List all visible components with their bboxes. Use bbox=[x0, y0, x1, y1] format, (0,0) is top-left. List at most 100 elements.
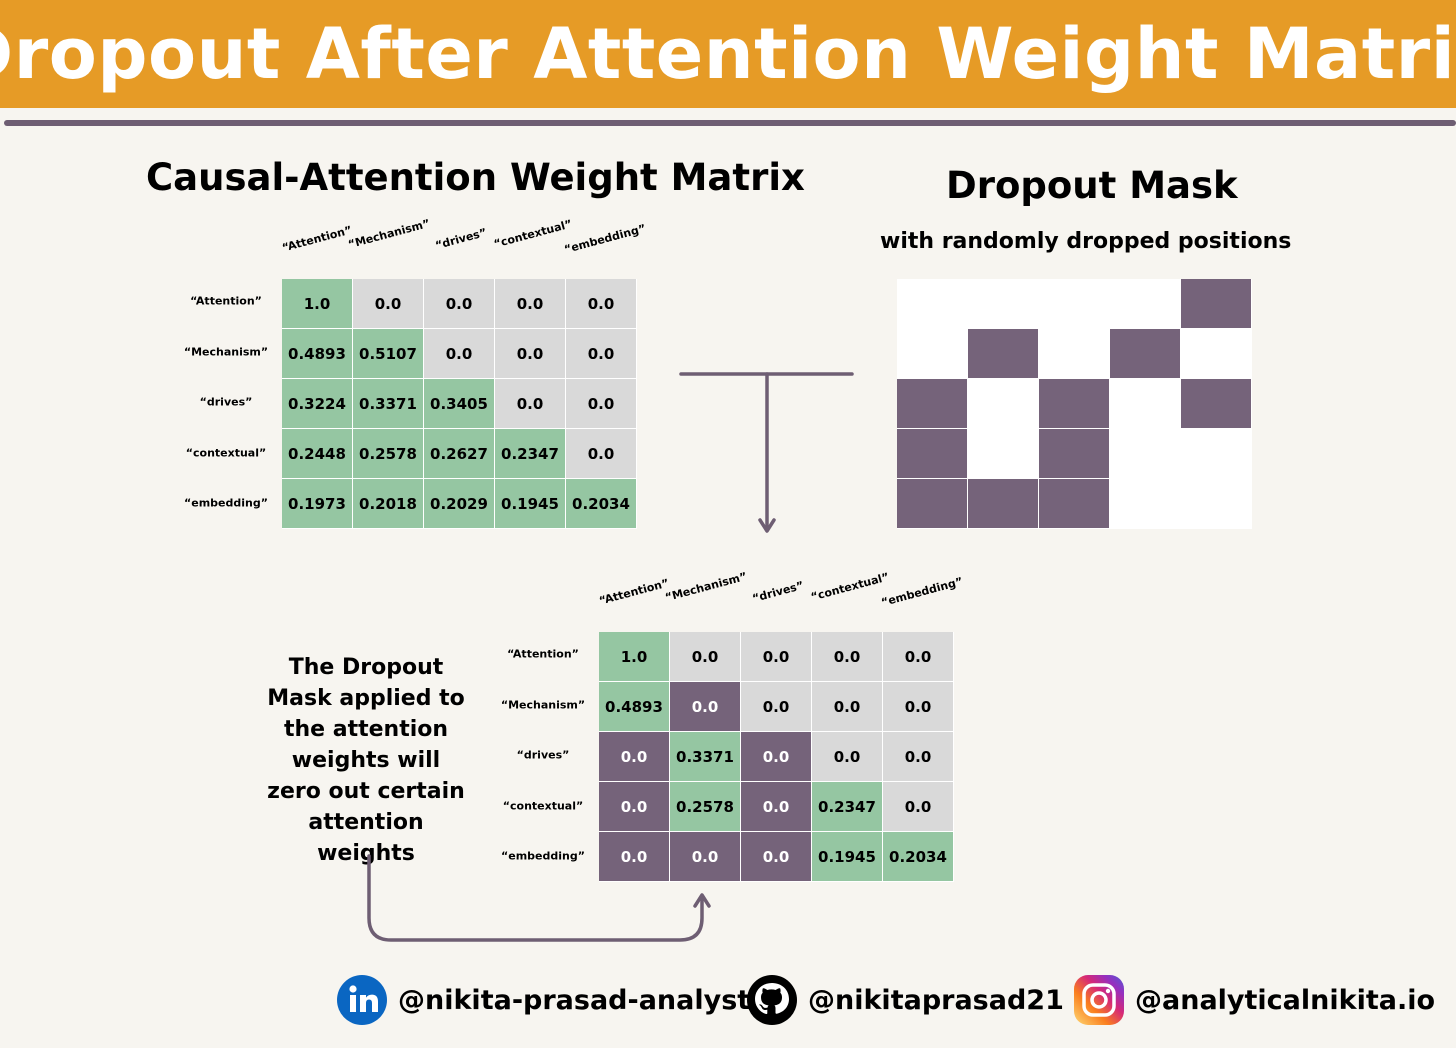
mask-cell-kept bbox=[1039, 279, 1110, 329]
weight-cell: 0.2627 bbox=[424, 429, 495, 479]
result-cell: 0.0 bbox=[812, 632, 883, 682]
result-cell: 0.0 bbox=[741, 782, 812, 832]
weight-cell: 0.0 bbox=[495, 379, 566, 429]
result-cell: 0.0 bbox=[741, 732, 812, 782]
mask-cell-kept bbox=[968, 279, 1039, 329]
mask-cell-dropped bbox=[968, 329, 1039, 379]
weight-cell: 0.2029 bbox=[424, 479, 495, 529]
result-cell: 0.0 bbox=[883, 732, 954, 782]
mask-cell-dropped bbox=[1039, 429, 1110, 479]
divider bbox=[4, 120, 1456, 126]
weight-cell: 1.0 bbox=[282, 279, 353, 329]
result-cell: 0.0 bbox=[670, 832, 741, 882]
social-github[interactable]: @nikitaprasad21 bbox=[746, 974, 1064, 1026]
mask-cell-dropped bbox=[968, 479, 1039, 529]
mask-cell-dropped bbox=[1110, 329, 1181, 379]
github-icon bbox=[747, 975, 797, 1025]
weight-cell: 0.3224 bbox=[282, 379, 353, 429]
result-cell: 0.0 bbox=[670, 632, 741, 682]
dropout-applied-matrix: 1.0 0.0 0.0 0.0 0.0 0.4893 0.0 0.0 0.0 0.0 0.0 0.33… bbox=[599, 632, 954, 882]
weight-cell: 0.0 bbox=[566, 379, 637, 429]
mask-cell-kept bbox=[1181, 479, 1252, 529]
weight-cell: 0.0 bbox=[566, 279, 637, 329]
result-cell: 0.1945 bbox=[812, 832, 883, 882]
instagram-icon bbox=[1074, 975, 1124, 1025]
mask-cell-kept bbox=[1110, 279, 1181, 329]
mask-title: Dropout Mask bbox=[946, 164, 1238, 207]
result-cell: 0.0 bbox=[883, 682, 954, 732]
result-cell: 0.0 bbox=[883, 782, 954, 832]
weight-cell: 0.0 bbox=[566, 429, 637, 479]
result-cell: 0.3371 bbox=[670, 732, 741, 782]
weight-cell: 0.5107 bbox=[353, 329, 424, 379]
result-cell: 1.0 bbox=[599, 632, 670, 682]
weight-cell: 0.0 bbox=[566, 329, 637, 379]
row-label: “embedding” bbox=[501, 849, 585, 863]
result-cell: 0.2034 bbox=[883, 832, 954, 882]
row-label: “Attention” bbox=[190, 294, 262, 308]
result-cell: 0.2347 bbox=[812, 782, 883, 832]
causal-attention-matrix: 1.0 0.0 0.0 0.0 0.0 0.4893 0.5107 0.0 0.0 0.0 0.32… bbox=[282, 279, 637, 529]
row-label: “contextual” bbox=[185, 446, 267, 459]
result-cell: 0.0 bbox=[741, 632, 812, 682]
result-cell: 0.0 bbox=[812, 682, 883, 732]
social-instagram[interactable]: @analyticalnikita.io bbox=[1073, 974, 1435, 1026]
mask-cell-dropped bbox=[1181, 379, 1252, 429]
result-cell: 0.0 bbox=[741, 832, 812, 882]
mask-subtitle: with randomly dropped positions bbox=[880, 229, 1292, 254]
mask-cell-dropped bbox=[1039, 379, 1110, 429]
weight-cell: 0.0 bbox=[424, 329, 495, 379]
result-cell: 0.0 bbox=[883, 632, 954, 682]
row-label: “Mechanism” bbox=[500, 698, 586, 711]
github-handle: @nikitaprasad21 bbox=[808, 984, 1064, 1016]
mask-cell-kept bbox=[1110, 429, 1181, 479]
mask-cell-kept bbox=[897, 329, 968, 379]
weight-cell: 0.2034 bbox=[566, 479, 637, 529]
weight-cell: 0.4893 bbox=[282, 329, 353, 379]
weight-cell: 0.0 bbox=[495, 329, 566, 379]
result-cell: 0.0 bbox=[599, 832, 670, 882]
linkedin-icon bbox=[337, 975, 387, 1025]
result-cell: 0.0 bbox=[599, 782, 670, 832]
result-cell: 0.2578 bbox=[670, 782, 741, 832]
result-cell: 0.0 bbox=[599, 732, 670, 782]
social-linkedin[interactable]: @nikita-prasad-analyst bbox=[336, 974, 750, 1026]
mask-cell-kept bbox=[897, 279, 968, 329]
weight-cell: 0.0 bbox=[424, 279, 495, 329]
row-label: “drives” bbox=[516, 748, 570, 762]
result-cell: 0.0 bbox=[741, 682, 812, 732]
weight-cell: 0.1973 bbox=[282, 479, 353, 529]
row-label: “embedding” bbox=[184, 496, 268, 510]
up-arrow-head bbox=[693, 893, 711, 908]
weight-cell: 0.2448 bbox=[282, 429, 353, 479]
mask-cell-kept bbox=[968, 429, 1039, 479]
mask-cell-dropped bbox=[1181, 279, 1252, 329]
mask-cell-dropped bbox=[897, 429, 968, 479]
result-cell: 0.0 bbox=[812, 732, 883, 782]
weight-cell: 0.0 bbox=[353, 279, 424, 329]
mask-cell-kept bbox=[1039, 329, 1110, 379]
result-cell: 0.0 bbox=[670, 682, 741, 732]
mask-cell-kept bbox=[1110, 379, 1181, 429]
weight-cell: 0.2347 bbox=[495, 429, 566, 479]
weight-cell: 0.3405 bbox=[424, 379, 495, 429]
mask-cell-dropped bbox=[897, 479, 968, 529]
weight-cell: 0.2578 bbox=[353, 429, 424, 479]
curved-arrow bbox=[367, 854, 704, 942]
weight-cell: 0.1945 bbox=[495, 479, 566, 529]
linkedin-handle: @nikita-prasad-analyst bbox=[398, 984, 751, 1016]
mask-cell-kept bbox=[968, 379, 1039, 429]
row-label: “drives” bbox=[199, 395, 253, 409]
mask-cell-kept bbox=[1110, 479, 1181, 529]
row-label: “contextual” bbox=[502, 799, 584, 812]
row-label: “Mechanism” bbox=[183, 345, 269, 358]
down-arrow-head bbox=[758, 518, 776, 533]
weight-cell: 0.3371 bbox=[353, 379, 424, 429]
mask-cell-kept bbox=[1181, 429, 1252, 479]
page-title: Dropout After Attention Weight Matrix bbox=[0, 13, 1456, 95]
left-matrix-title: Causal-Attention Weight Matrix bbox=[146, 156, 805, 199]
mask-cell-dropped bbox=[1039, 479, 1110, 529]
result-cell: 0.4893 bbox=[599, 682, 670, 732]
dropout-mask-grid bbox=[897, 279, 1252, 529]
